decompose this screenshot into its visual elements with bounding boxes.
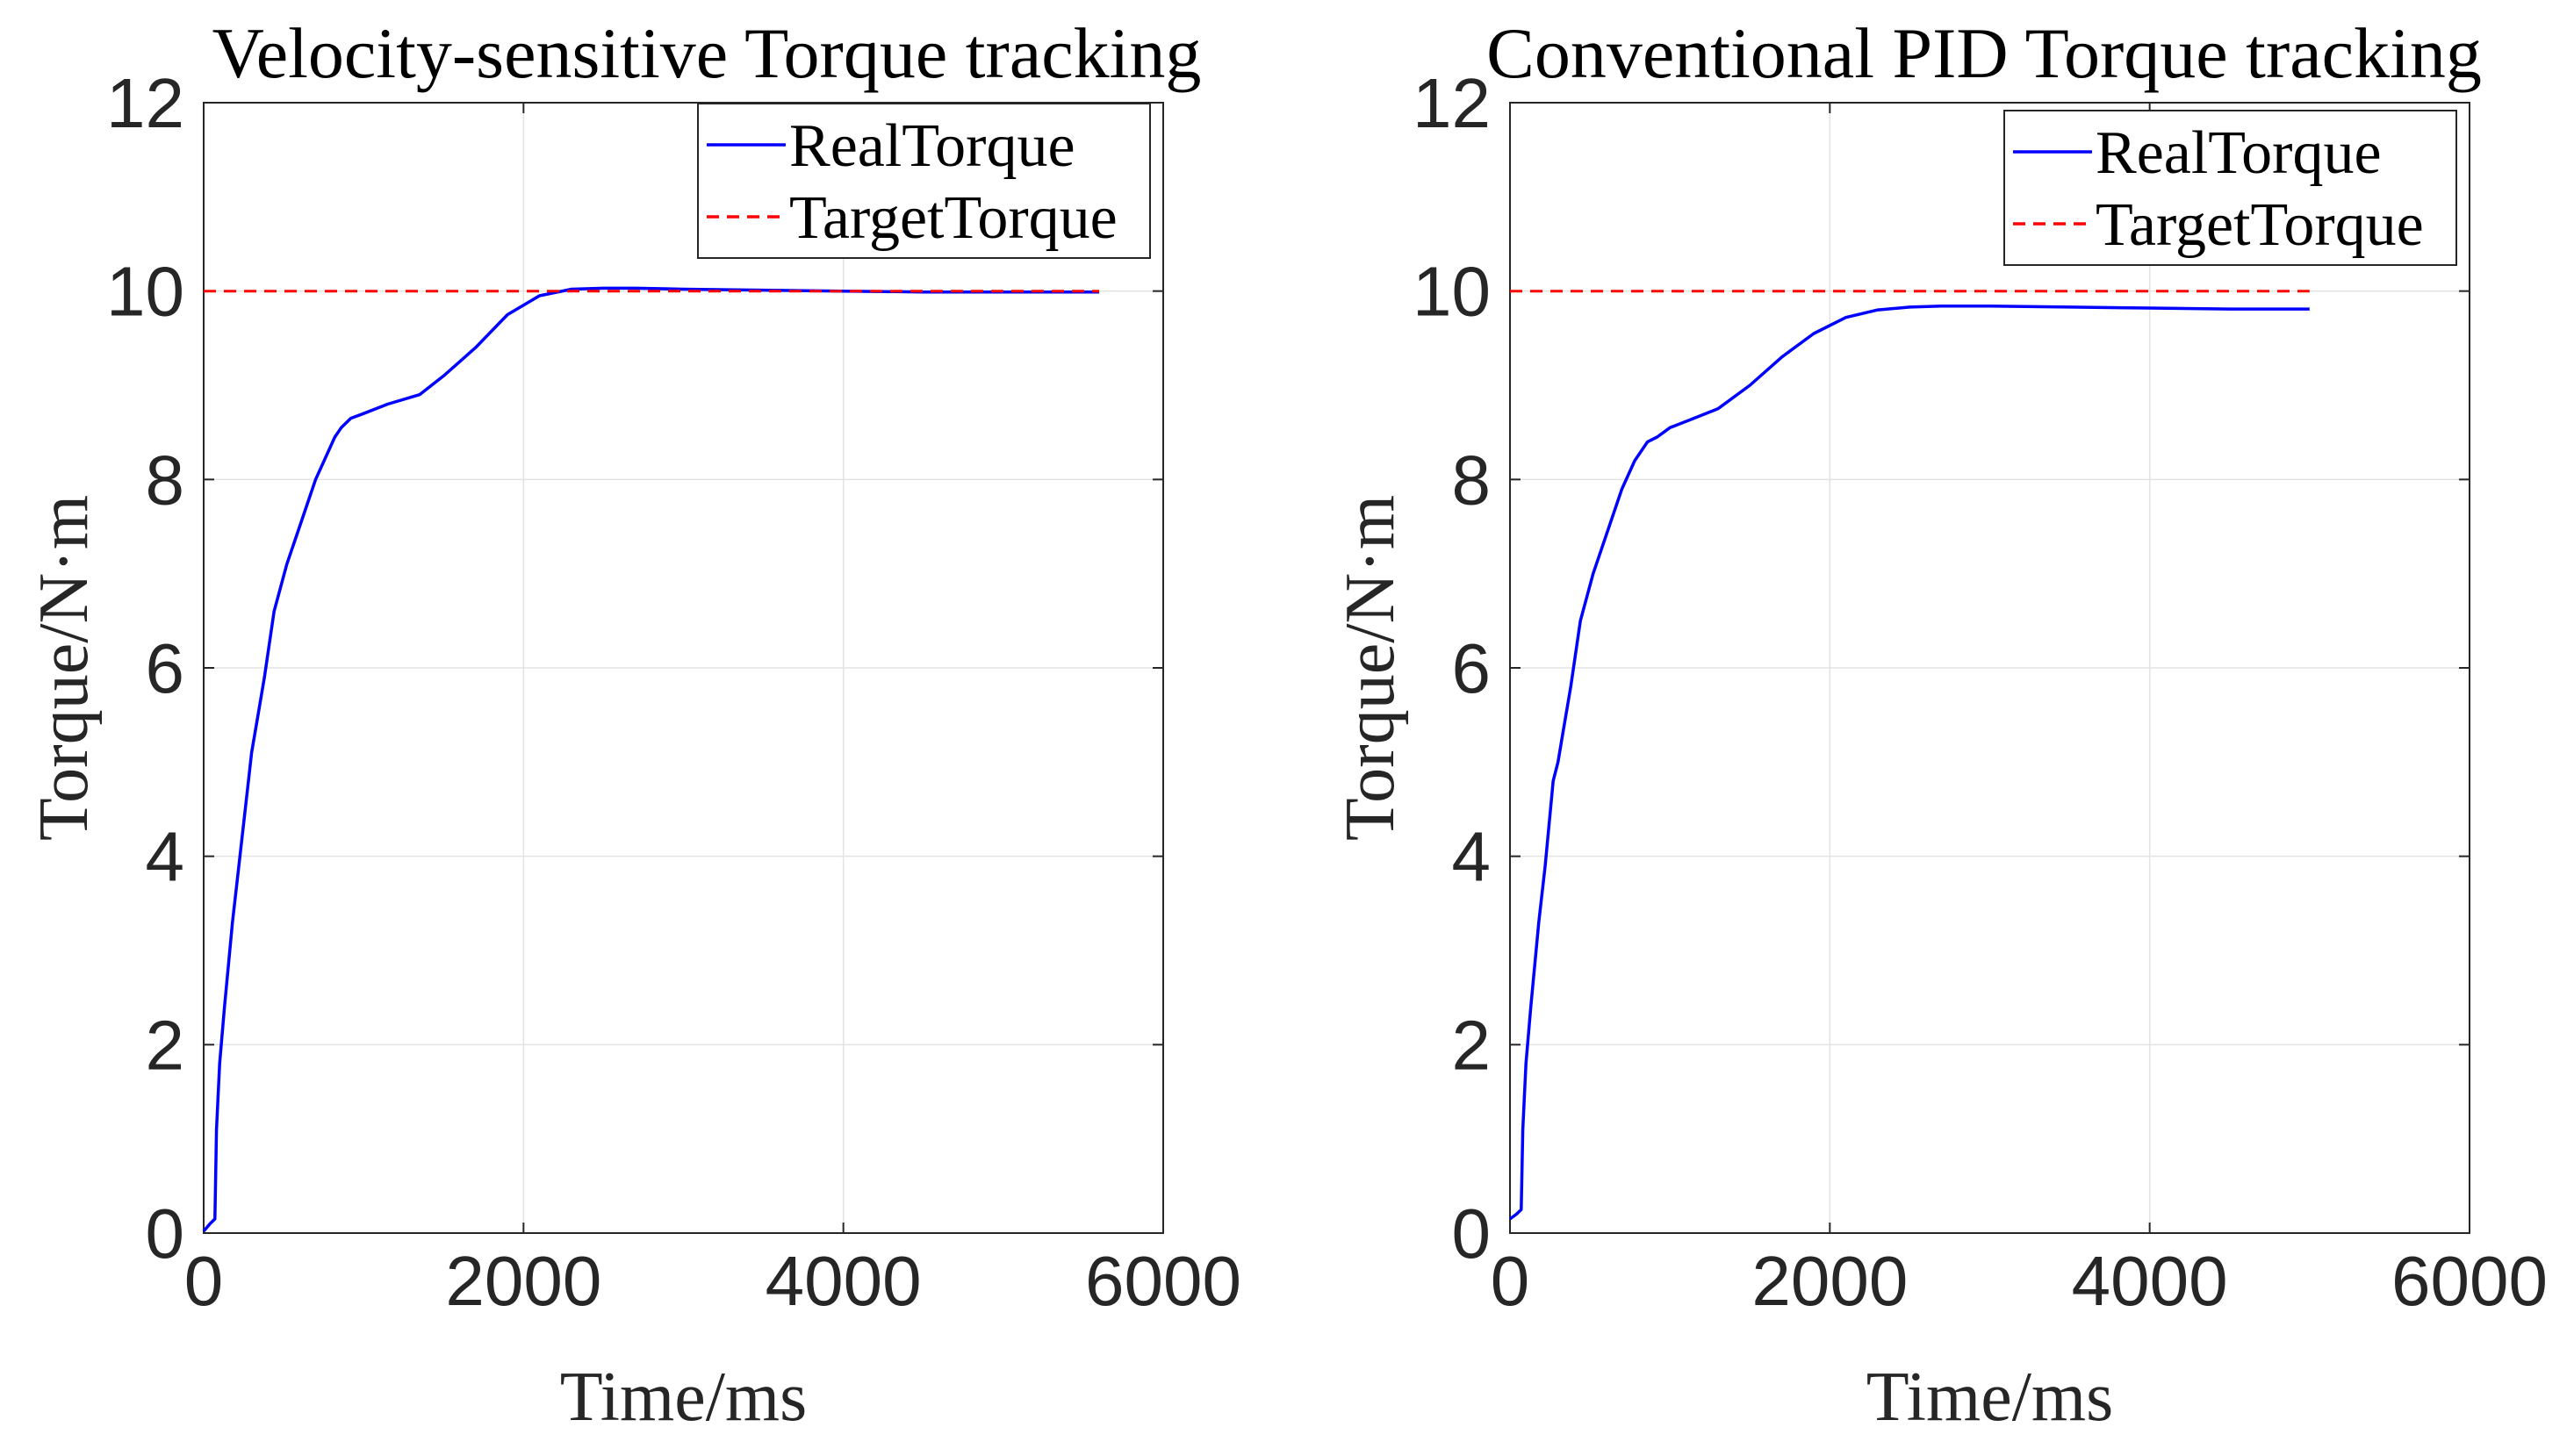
y-tick-label: 4 (146, 818, 185, 896)
x-tick-label: 0 (184, 1242, 224, 1320)
y-tick-label: 4 (1452, 818, 1492, 896)
y-tick-label: 8 (146, 441, 185, 519)
y-tick-label: 0 (1452, 1194, 1492, 1273)
x-tick-label: 6000 (2391, 1242, 2548, 1320)
x-tick-label: 0 (1491, 1242, 1530, 1320)
legend-label-realtorque: RealTorque (2096, 119, 2382, 187)
legend-box (2003, 110, 2457, 266)
y-tick-label: 0 (146, 1194, 185, 1273)
x-tick-label: 4000 (766, 1242, 922, 1320)
y-axis-label: Torque/N·m (1332, 495, 1409, 841)
chart-velocity-sensitive: 0 2000 4000 6000 0 2 4 6 8 10 12 Time/ms Torque/N·m V… (25, 13, 1241, 1436)
x-axis-label: Time/ms (560, 1359, 808, 1436)
y-tick-label: 10 (106, 253, 184, 331)
chart-title: Conventional PID Torque tracking (1486, 13, 2482, 93)
y-tick-label: 12 (1413, 64, 1491, 142)
y-tick-label: 12 (106, 64, 184, 142)
legend-label-targettorque: TargetTorque (2096, 191, 2424, 259)
chart-title: Velocity-sensitive Torque tracking (212, 13, 1202, 93)
x-tick-label: 4000 (2072, 1242, 2228, 1320)
legend-label-targettorque: TargetTorque (789, 184, 1118, 252)
chart-conventional-pid: 0 2000 4000 6000 0 2 4 6 8 10 12 Time/ms Torque/N·m C… (1332, 13, 2548, 1436)
x-tick-label: 2000 (1751, 1242, 1908, 1320)
y-tick-label: 6 (1452, 629, 1492, 707)
legend-label-realtorque: RealTorque (789, 112, 1075, 180)
y-tick-label: 2 (146, 1006, 185, 1084)
series-line-realtorque (202, 286, 1100, 1233)
y-tick-label: 2 (1452, 1006, 1492, 1084)
y-tick-label: 10 (1413, 253, 1491, 331)
legend-box (697, 103, 1151, 259)
y-tick-label: 8 (1452, 441, 1492, 519)
y-axis-label: Torque/N·m (25, 495, 103, 841)
series-line-realtorque (1508, 305, 2310, 1221)
x-tick-label: 6000 (1085, 1242, 1241, 1320)
x-axis-label: Time/ms (1866, 1359, 2114, 1436)
y-tick-label: 6 (146, 629, 185, 707)
x-tick-label: 2000 (445, 1242, 601, 1320)
